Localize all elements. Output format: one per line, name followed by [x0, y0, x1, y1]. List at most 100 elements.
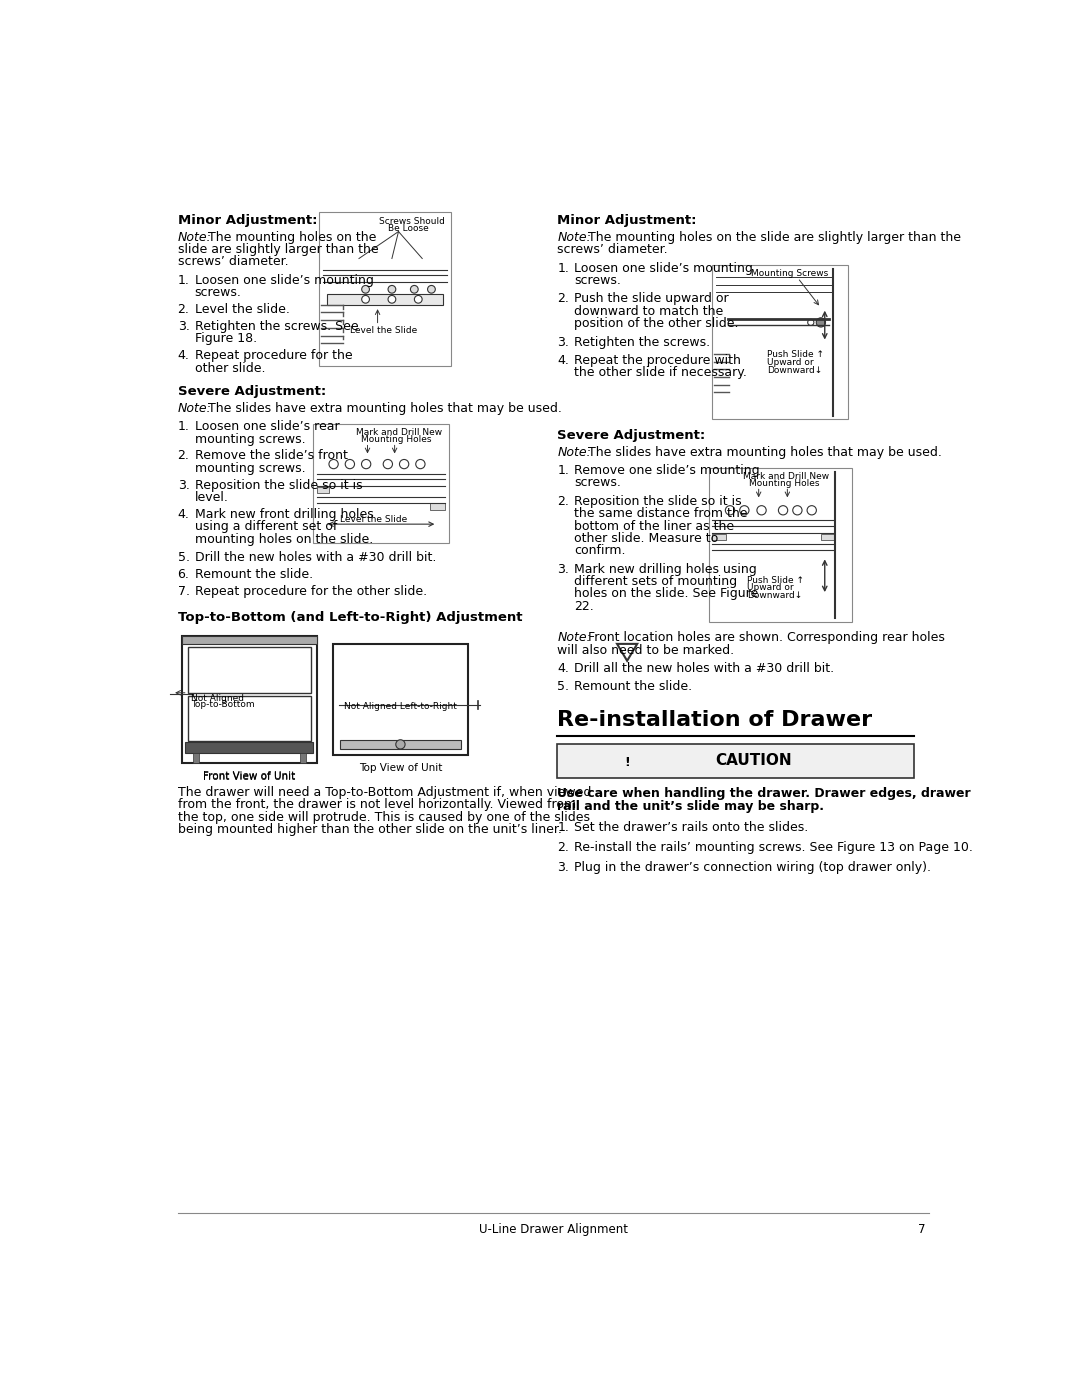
- Text: Mounting Holes: Mounting Holes: [362, 434, 432, 444]
- Circle shape: [779, 506, 787, 515]
- Text: screws.: screws.: [194, 286, 242, 299]
- Text: Reposition the slide so it is: Reposition the slide so it is: [575, 495, 742, 509]
- Circle shape: [428, 285, 435, 293]
- Bar: [327, 293, 444, 305]
- Text: 4.: 4.: [177, 349, 189, 362]
- Circle shape: [400, 460, 408, 469]
- Text: 4.: 4.: [557, 353, 569, 367]
- Text: Remove one slide’s mounting: Remove one slide’s mounting: [575, 464, 760, 478]
- Text: 1.: 1.: [557, 464, 569, 478]
- Text: 22.: 22.: [575, 599, 594, 613]
- Bar: [193, 753, 200, 763]
- Bar: [713, 534, 727, 541]
- Text: Note:: Note:: [557, 231, 591, 244]
- Text: Retighten the screws. See: Retighten the screws. See: [194, 320, 359, 332]
- Text: 3.: 3.: [177, 320, 189, 332]
- Polygon shape: [617, 644, 637, 661]
- Text: 2.: 2.: [557, 495, 569, 509]
- Bar: [318, 488, 328, 493]
- Text: the top, one side will protrude. This is caused by one of the slides: the top, one side will protrude. This is…: [177, 810, 590, 824]
- Text: Note:: Note:: [557, 446, 591, 458]
- Circle shape: [346, 460, 354, 469]
- Circle shape: [807, 506, 816, 515]
- Text: 1.: 1.: [177, 274, 189, 286]
- Circle shape: [329, 460, 338, 469]
- Text: Mounting Screws: Mounting Screws: [751, 270, 828, 278]
- Text: Top View of Unit: Top View of Unit: [359, 763, 442, 773]
- Text: Downward↓: Downward↓: [747, 591, 802, 601]
- Circle shape: [726, 506, 734, 515]
- Text: Front View of Unit: Front View of Unit: [203, 771, 296, 781]
- Circle shape: [388, 285, 395, 293]
- Text: Top-to-Bottom (and Left-to-Right) Adjustment: Top-to-Bottom (and Left-to-Right) Adjust…: [177, 610, 522, 624]
- Text: Repeat procedure for the other slide.: Repeat procedure for the other slide.: [194, 585, 427, 598]
- Text: Severe Adjustment:: Severe Adjustment:: [557, 429, 705, 441]
- Text: Not Aligned: Not Aligned: [191, 693, 244, 703]
- Text: Downward↓: Downward↓: [767, 366, 822, 374]
- Text: other slide.: other slide.: [194, 362, 266, 374]
- Text: Loosen one slide’s mounting: Loosen one slide’s mounting: [194, 274, 374, 286]
- Text: Remount the slide.: Remount the slide.: [575, 680, 692, 693]
- Text: screws.: screws.: [575, 274, 621, 286]
- Text: 1.: 1.: [557, 261, 569, 275]
- Text: 6.: 6.: [177, 569, 189, 581]
- Text: U-Line Drawer Alignment: U-Line Drawer Alignment: [480, 1224, 627, 1236]
- Bar: [340, 740, 460, 749]
- Text: 1.: 1.: [557, 821, 569, 834]
- Text: slide are slightly larger than the: slide are slightly larger than the: [177, 243, 378, 256]
- Text: Remove the slide’s front: Remove the slide’s front: [194, 450, 348, 462]
- Circle shape: [410, 285, 418, 293]
- Text: mounting holes on the slide.: mounting holes on the slide.: [194, 532, 373, 546]
- Text: confirm.: confirm.: [575, 545, 626, 557]
- Circle shape: [740, 506, 750, 515]
- Text: 3.: 3.: [557, 862, 569, 875]
- Circle shape: [816, 317, 825, 327]
- Text: Retighten the screws.: Retighten the screws.: [575, 335, 711, 348]
- Circle shape: [362, 295, 369, 303]
- Text: 2.: 2.: [177, 303, 189, 316]
- Text: CAUTION: CAUTION: [715, 753, 792, 768]
- Text: Drill all the new holes with a #30 drill bit.: Drill all the new holes with a #30 drill…: [575, 662, 835, 675]
- Bar: [300, 753, 307, 763]
- Text: position of the other slide.: position of the other slide.: [575, 317, 739, 330]
- Text: 7: 7: [918, 1224, 926, 1236]
- Bar: [713, 265, 848, 419]
- Text: Drill the new holes with a #30 drill bit.: Drill the new holes with a #30 drill bit…: [194, 550, 436, 564]
- Text: Level the slide.: Level the slide.: [194, 303, 289, 316]
- Text: 4.: 4.: [177, 509, 189, 521]
- Bar: [188, 696, 311, 740]
- Text: Severe Adjustment:: Severe Adjustment:: [177, 384, 326, 398]
- Text: the same distance from the: the same distance from the: [575, 507, 748, 520]
- Circle shape: [362, 460, 370, 469]
- Text: other slide. Measure to: other slide. Measure to: [575, 532, 718, 545]
- Text: The drawer will need a Top-to-Bottom Adjustment if, when viewed: The drawer will need a Top-to-Bottom Adj…: [177, 787, 591, 799]
- Text: 3.: 3.: [557, 563, 569, 576]
- Text: downward to match the: downward to match the: [575, 305, 724, 317]
- Text: Be Loose: Be Loose: [388, 224, 429, 233]
- Text: Mark and Drill New: Mark and Drill New: [356, 427, 442, 437]
- Text: The slides have extra mounting holes that may be used.: The slides have extra mounting holes tha…: [583, 446, 942, 458]
- Text: Mounting Holes: Mounting Holes: [748, 479, 820, 488]
- Bar: [708, 468, 852, 622]
- Text: Top-to-Bottom: Top-to-Bottom: [191, 700, 255, 710]
- Text: from the front, the drawer is not level horizontally. Viewed from: from the front, the drawer is not level …: [177, 798, 576, 812]
- Text: 1.: 1.: [177, 420, 189, 433]
- Text: screws’ diameter.: screws’ diameter.: [557, 243, 669, 256]
- Text: 7.: 7.: [177, 585, 190, 598]
- Text: Level the Slide: Level the Slide: [350, 327, 418, 335]
- Text: 2.: 2.: [177, 450, 189, 462]
- Text: Note:: Note:: [557, 631, 591, 644]
- Text: Screws Should: Screws Should: [379, 217, 445, 226]
- Bar: [188, 647, 311, 693]
- Circle shape: [793, 506, 802, 515]
- Text: level.: level.: [194, 490, 229, 504]
- Text: 4.: 4.: [557, 662, 569, 675]
- Text: rail and the unit’s slide may be sharp.: rail and the unit’s slide may be sharp.: [557, 800, 824, 813]
- Text: using a different set of: using a different set of: [194, 520, 337, 534]
- Circle shape: [383, 460, 392, 469]
- Text: 3.: 3.: [557, 335, 569, 348]
- Text: Push Slide ↑: Push Slide ↑: [767, 351, 824, 359]
- Circle shape: [757, 506, 766, 515]
- Text: The slides have extra mounting holes that may be used.: The slides have extra mounting holes tha…: [204, 402, 562, 415]
- Text: different sets of mounting: different sets of mounting: [575, 576, 738, 588]
